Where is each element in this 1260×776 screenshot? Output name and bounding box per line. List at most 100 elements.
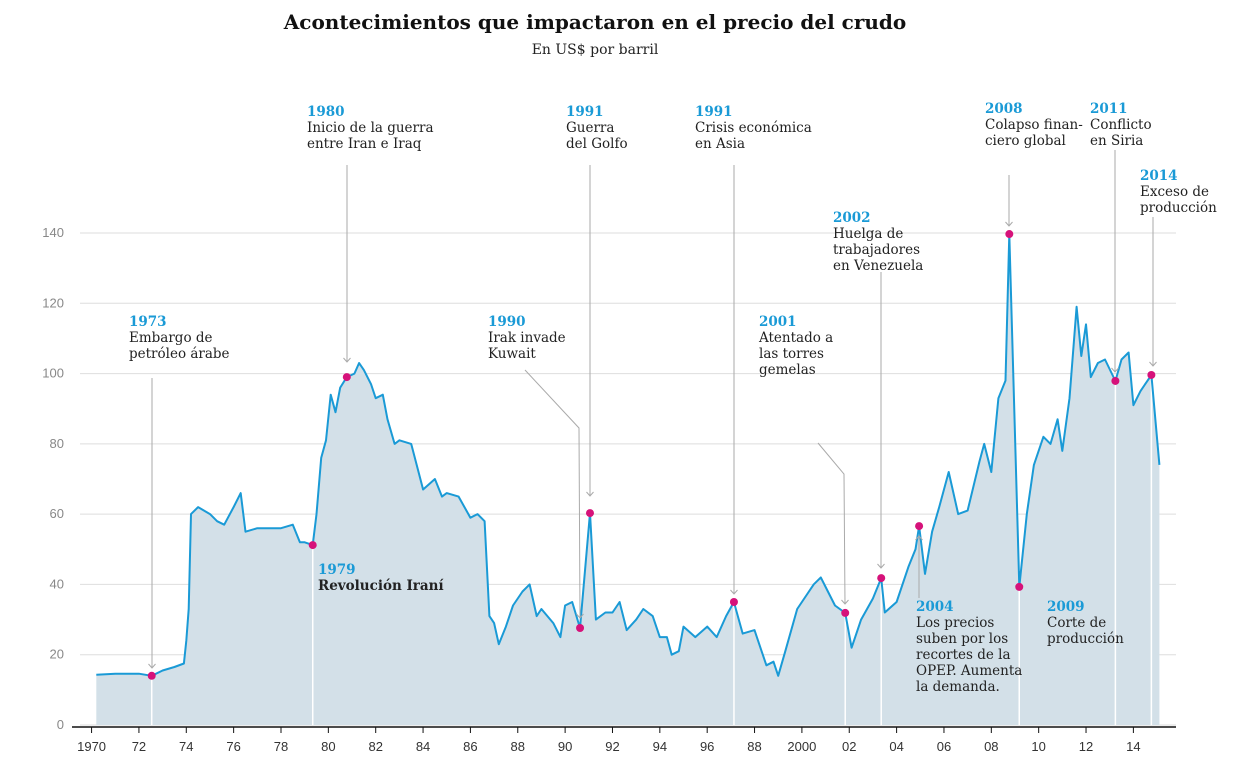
event-marker <box>1111 376 1120 385</box>
event-label: en Venezuela <box>833 258 923 274</box>
x-tick-label: 08 <box>984 739 998 754</box>
x-tick-label: 90 <box>558 739 572 754</box>
x-tick-label: 12 <box>1079 739 1093 754</box>
event-label: trabajadores <box>833 242 920 258</box>
x-tick-label: 82 <box>368 739 382 754</box>
y-tick-label: 120 <box>42 295 64 310</box>
leader-arrow <box>148 663 156 669</box>
event-marker <box>1147 370 1156 379</box>
x-tick-label: 80 <box>321 739 335 754</box>
event-year: 2011 <box>1090 101 1128 117</box>
event-label: las torres <box>759 346 824 362</box>
event-marker <box>342 373 351 382</box>
event-label: Corte de <box>1047 615 1106 631</box>
x-tick-label: 78 <box>274 739 288 754</box>
x-tick-label: 96 <box>700 739 714 754</box>
event-label: Revolución Iraní <box>318 578 444 594</box>
x-tick-label: 92 <box>605 739 619 754</box>
event-label: producción <box>1140 200 1217 216</box>
event-year: 1979 <box>318 562 356 578</box>
event-label: entre Iran e Iraq <box>307 136 422 152</box>
event-label: Guerra <box>566 120 614 136</box>
leader-arrow <box>730 589 738 595</box>
x-tick-label: 04 <box>889 739 903 754</box>
leader-line <box>524 369 581 619</box>
event-label: Embargo de <box>129 330 213 346</box>
x-tick-label: 06 <box>937 739 951 754</box>
event-label: Irak invade <box>488 330 566 346</box>
chart-title: Acontecimientos que impactaron en el pre… <box>283 10 907 34</box>
event-label: producción <box>1047 631 1124 647</box>
event-year: 1990 <box>488 314 526 330</box>
leader-arrow <box>1005 221 1013 227</box>
x-tick-label: 84 <box>416 739 430 754</box>
y-tick-label: 0 <box>57 717 64 732</box>
leader-arrow <box>877 563 885 569</box>
event-year: 1991 <box>695 104 733 120</box>
x-tick-label: 88 <box>747 739 761 754</box>
event-marker <box>576 624 585 633</box>
x-tick-label: 76 <box>226 739 240 754</box>
leader-arrow <box>576 613 584 619</box>
event-year: 2008 <box>985 101 1023 117</box>
x-tick-label: 86 <box>463 739 477 754</box>
event-label: Inicio de la guerra <box>307 120 434 136</box>
event-year: 1980 <box>307 104 345 120</box>
event-label: Kuwait <box>488 346 536 362</box>
event-year: 2004 <box>916 599 954 615</box>
event-label: recortes de la <box>916 647 1011 663</box>
area <box>96 234 1160 725</box>
x-tick-label: 74 <box>179 739 193 754</box>
y-tick-label: 140 <box>42 225 64 240</box>
x-tick-label: 14 <box>1126 739 1140 754</box>
x-tick-label: 02 <box>842 739 856 754</box>
event-year: 2014 <box>1140 168 1178 184</box>
event-label: gemelas <box>759 362 816 378</box>
leader-arrow <box>1149 361 1157 367</box>
y-tick-label: 100 <box>42 366 64 381</box>
x-tick-label: 10 <box>1031 739 1045 754</box>
x-tick-label: 94 <box>653 739 667 754</box>
event-label: Exceso de <box>1140 184 1209 200</box>
event-marker <box>147 671 156 680</box>
event-label: en Asia <box>695 136 745 152</box>
event-label: ciero global <box>985 133 1066 149</box>
event-marker <box>308 541 317 550</box>
event-label: OPEP. Aumenta <box>916 663 1022 679</box>
leader-arrow <box>915 535 923 541</box>
event-label: petróleo árabe <box>129 346 230 362</box>
event-marker <box>915 522 924 531</box>
event-label: Colapso finan- <box>985 117 1083 133</box>
event-label: en Siria <box>1090 133 1143 149</box>
leader-arrow <box>586 491 594 497</box>
leader-line <box>817 442 846 605</box>
event-year: 1991 <box>566 104 604 120</box>
y-tick-label: 60 <box>50 506 64 521</box>
event-label: Los precios <box>916 615 994 631</box>
chart-subtitle: En US$ por barril <box>532 42 659 58</box>
event-year: 2002 <box>833 210 871 226</box>
event-marker <box>877 574 886 583</box>
leader-arrow <box>1111 367 1119 373</box>
x-tick-label: 1970 <box>77 739 106 754</box>
event-label: suben por los <box>916 631 1008 647</box>
leader-arrow <box>343 357 351 363</box>
event-year: 2009 <box>1047 599 1085 615</box>
x-tick-label: 2000 <box>787 739 816 754</box>
event-marker <box>1015 582 1024 591</box>
event-marker <box>1005 230 1014 239</box>
event-label: la demanda. <box>916 679 1000 695</box>
event-label: Crisis económica <box>695 120 812 136</box>
event-marker <box>841 608 850 617</box>
event-marker <box>729 598 738 606</box>
leader-arrow <box>841 599 849 605</box>
event-year: 1973 <box>129 314 167 330</box>
y-tick-label: 80 <box>50 436 64 451</box>
x-tick-label: 72 <box>132 739 146 754</box>
x-tick-label: 88 <box>511 739 525 754</box>
event-label: Huelga de <box>833 226 903 242</box>
y-tick-label: 20 <box>50 647 64 662</box>
event-label: Atentado a <box>758 330 833 346</box>
y-tick-label: 40 <box>50 576 64 591</box>
